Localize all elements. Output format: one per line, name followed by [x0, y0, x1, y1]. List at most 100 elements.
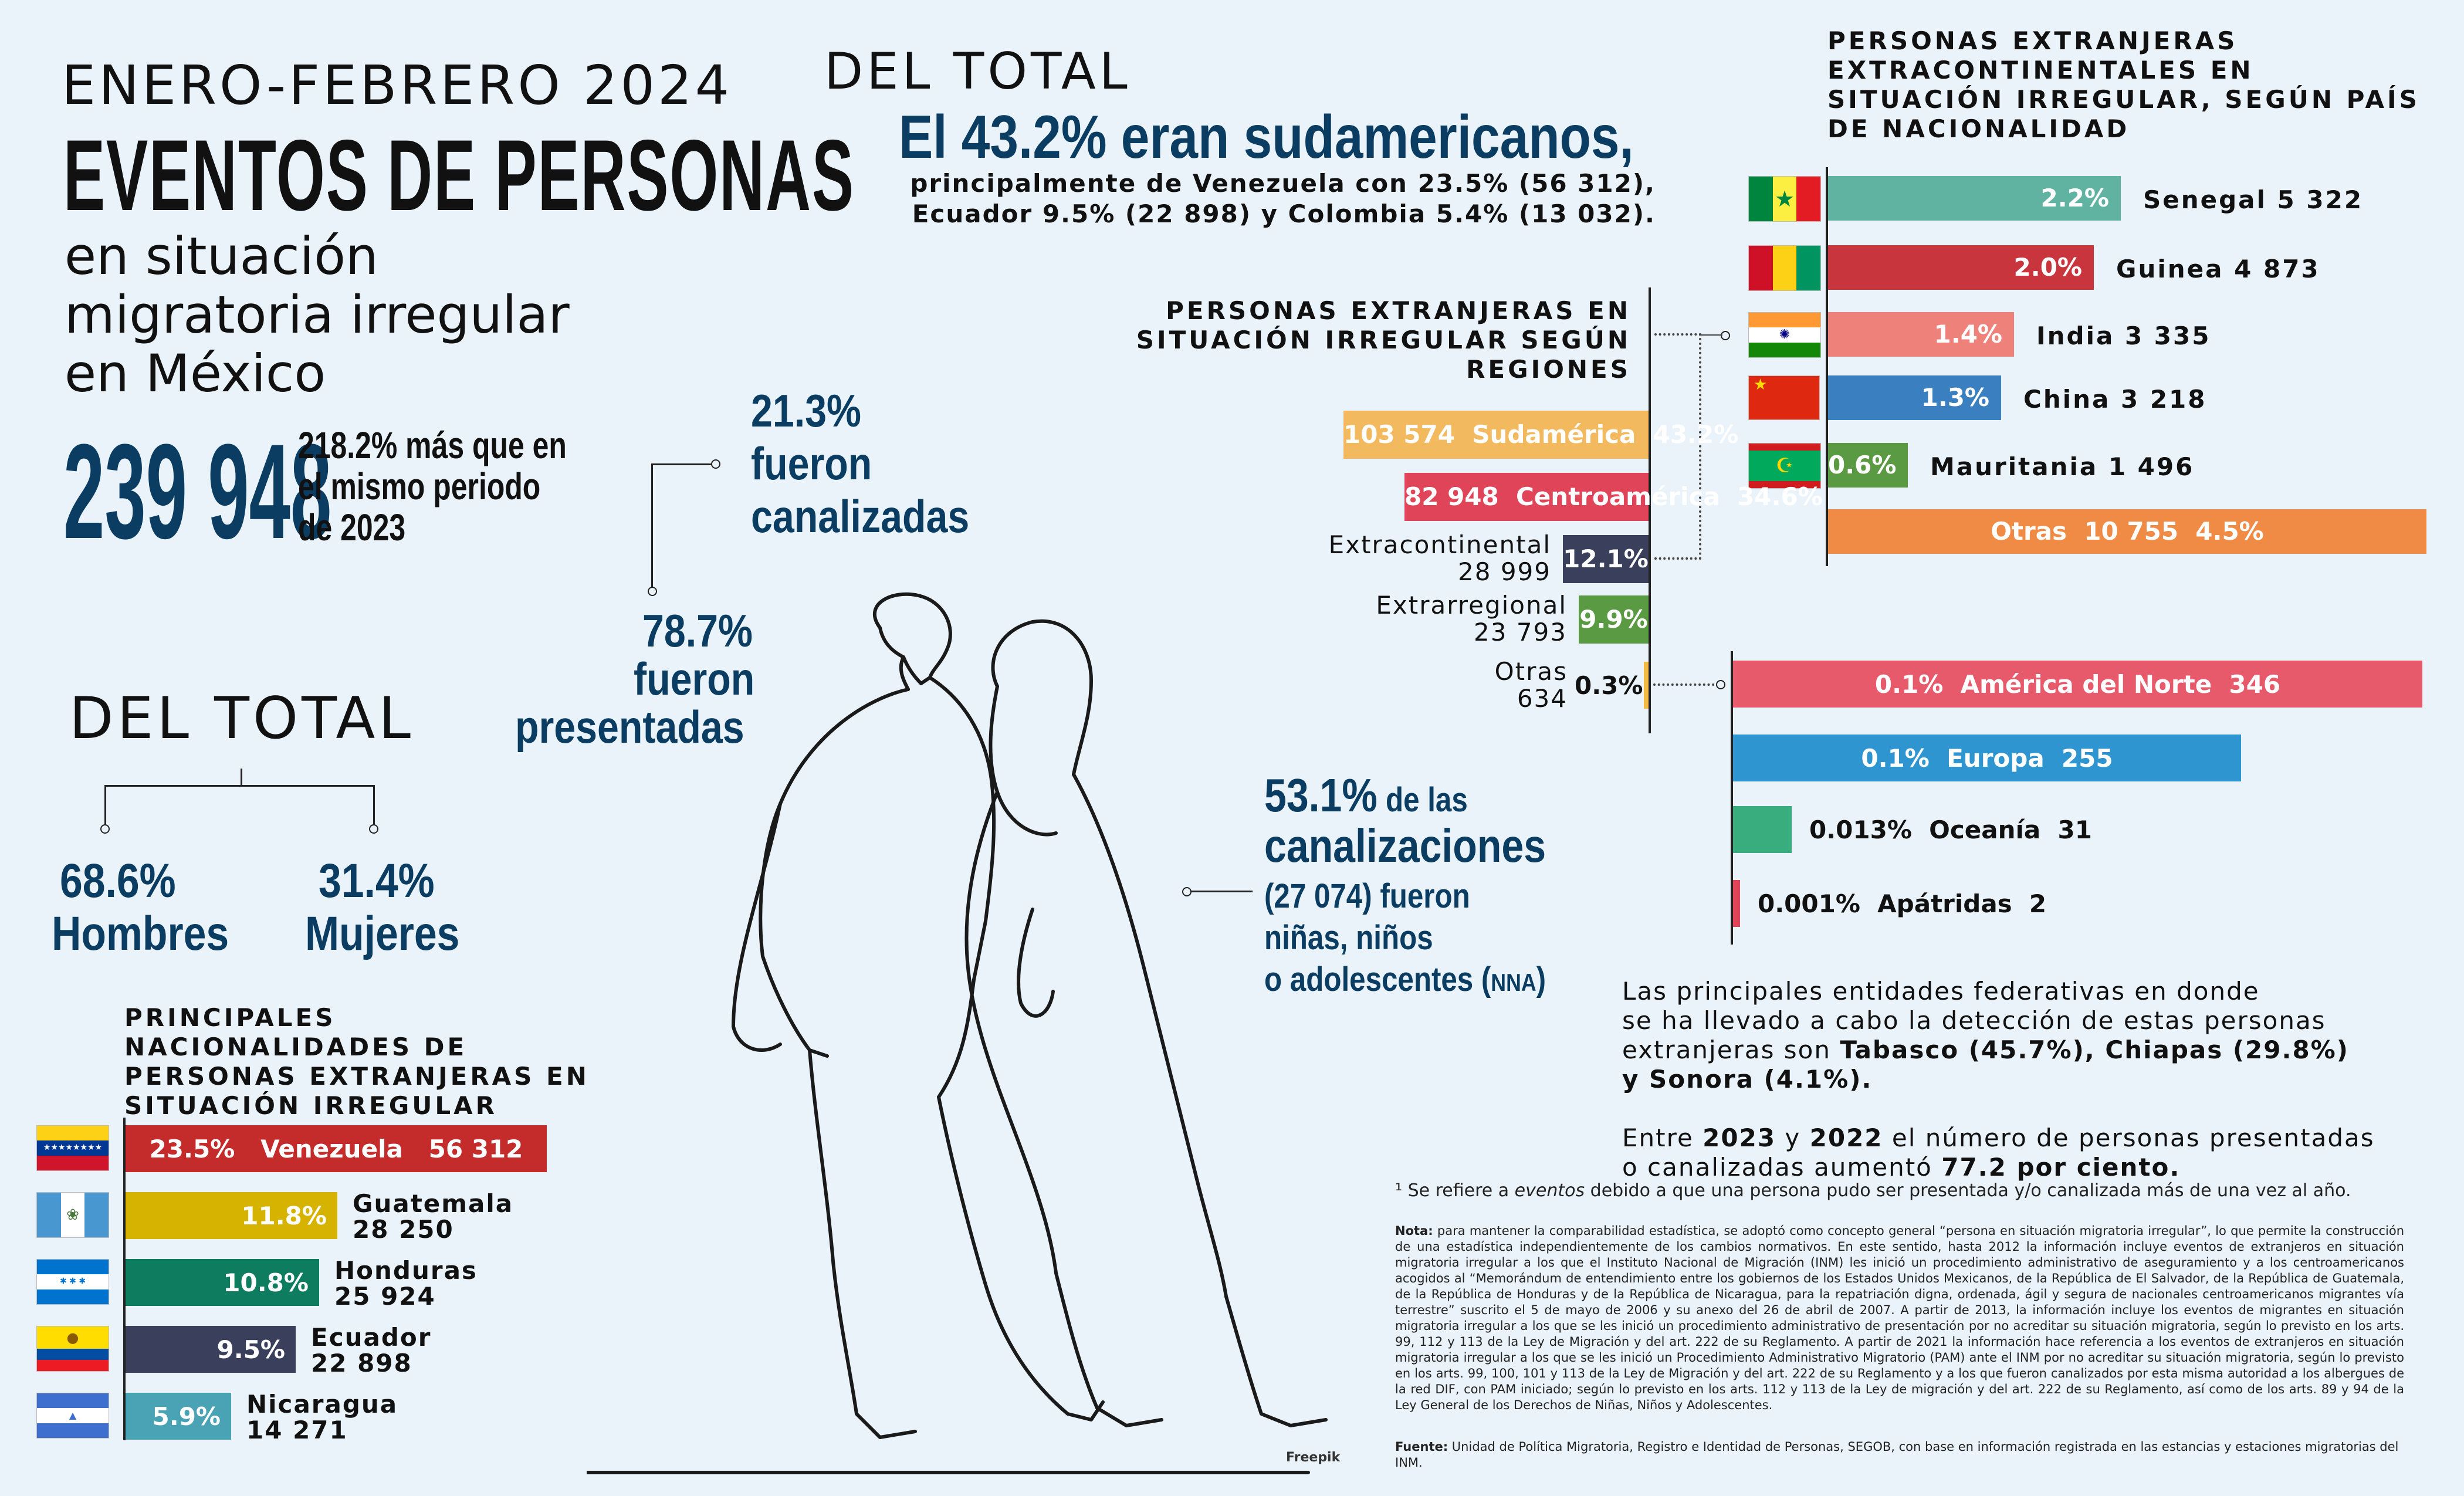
extracontinental-bar-otras	[1828, 509, 2426, 554]
nationality-value-honduras: 25 924	[334, 1282, 436, 1311]
connector-dot	[1721, 331, 1730, 340]
sex-branch-dot	[369, 824, 378, 834]
nationality-bar-venezuela	[126, 1125, 547, 1172]
region-value-otras: 634	[1517, 684, 1568, 713]
growth-pct: 77.2 por ciento.	[1941, 1153, 2181, 1182]
connector-dot	[1182, 887, 1192, 896]
nna-pct: 53.1%	[1264, 769, 1377, 821]
extracontinental-pct-china: 1.3%	[1921, 383, 1989, 412]
women-pct: 31.4%	[319, 854, 435, 908]
nota-label: Nota:	[1395, 1224, 1433, 1238]
presented-line-2: presentadas	[515, 701, 744, 753]
region-value-extrarregional: 23 793	[1474, 618, 1567, 647]
south-america-highlight: El 43.2% eran sudamericanos,	[899, 103, 1634, 171]
women-label: Mujeres	[305, 907, 460, 960]
regions-axis	[1649, 287, 1651, 733]
methodology-note: Nota: para mantener la comparabilidad es…	[1395, 1223, 2404, 1413]
nna-line-5a: o adolescentes (	[1264, 960, 1491, 999]
fuente-label: Fuente:	[1395, 1440, 1448, 1454]
nationality-name-ecuador: Ecuador	[311, 1323, 432, 1352]
extracontinental-bar-guinea	[1828, 245, 2094, 290]
nationality-bar-ecuador	[126, 1326, 296, 1373]
nationalities-chart-title: PRINCIPALES NACIONALIDADES DE PERSONAS E…	[124, 1003, 590, 1120]
extracontinental-name-guinea: Guinea 4 873	[2116, 255, 2320, 283]
entities-line-4: y Sonora (4.1%).	[1622, 1065, 2375, 1094]
footnote-em: eventos	[1514, 1180, 1585, 1201]
extracontinental-bar-mauritania	[1828, 443, 1908, 488]
presented-pct: 78.7%	[642, 605, 753, 656]
nationality-value-ecuador: 22 898	[311, 1349, 412, 1377]
extracontinental-pct-mauritania: 0.6%	[1828, 451, 1897, 479]
nota-text: para mantener la comparabilidad estadíst…	[1395, 1224, 2404, 1412]
nna-line-1: de las	[1385, 781, 1468, 819]
others-label-apatridas: 0.001% Apátridas 2	[1758, 889, 2047, 918]
connector-dot	[648, 587, 657, 596]
others-label-europa: 0.1% Europa 255	[1861, 744, 2113, 773]
connector-line	[651, 463, 653, 593]
honduras-flag: ✱ ✱ ✱	[36, 1259, 109, 1305]
growth-line-b: o canalizadas aumentó 77.2 por ciento.	[1622, 1153, 2375, 1182]
connector-dot	[711, 459, 720, 469]
extracontinental-pct-senegal: 2.2%	[2040, 184, 2109, 212]
extracontinental-name-china: China 3 218	[2023, 385, 2207, 414]
nationality-name-guatemala: Guatemala	[353, 1189, 514, 1218]
entities-states: Tabasco (45.7%), Chiapas (29.8%)	[1840, 1035, 2349, 1064]
growth-line-1: 218.2% más que en	[298, 424, 567, 466]
presented-line-1: fueron	[634, 653, 755, 705]
region-label-sudamerica: 103 574 Sudamérica 43.2%	[1343, 420, 1739, 449]
region-name-extracontinental: Extracontinental	[1328, 530, 1551, 559]
region-bar-centroamerica	[1404, 473, 1649, 521]
nicaragua-flag: ▲	[36, 1393, 109, 1439]
venezuela-flag: ★★★★★★★★	[36, 1125, 109, 1171]
regions-chart-title: PERSONAS EXTRANJERAS EN SITUACIÓN IRREGU…	[1136, 296, 1631, 384]
entities-line-2: se ha llevado a cabo la detección de est…	[1622, 1006, 2326, 1035]
nationality-value-nicaragua: 14 271	[246, 1416, 348, 1444]
guatemala-flag: ❀	[36, 1192, 109, 1238]
others-bar-america-del-norte	[1733, 661, 2422, 708]
region-pct-extracontinental: 12.1%	[1563, 544, 1649, 573]
footnote: ¹ Se refiere a eventos debido a que una …	[1395, 1180, 2351, 1201]
growth-line-3: de 2023	[298, 506, 406, 549]
growth-line-a5: el número de personas presentadas	[1883, 1123, 2375, 1152]
others-bar-oceania	[1733, 806, 1792, 853]
nationality-name-nicaragua: Nicaragua	[246, 1390, 398, 1419]
fuente-text: Unidad de Política Migratoria, Registro …	[1395, 1440, 2399, 1470]
image-credit: Freepik	[1286, 1450, 1341, 1465]
nna-line-3: (27 074) fueron	[1264, 877, 1470, 915]
extracontinental-pct-india: 1.4%	[1934, 320, 2002, 348]
growth-year-1: 2023	[1703, 1123, 1776, 1152]
south-america-detail-1: principalmente de Venezuela con 23.5% (5…	[910, 169, 1656, 198]
sex-branch-line	[104, 785, 374, 787]
region-name-otras: Otras	[1494, 657, 1568, 686]
nationality-pct-nicaragua: 5.9%	[152, 1402, 221, 1431]
main-title: EVENTOS DE PERSONAS	[63, 119, 855, 232]
nna-line-5c: )	[1536, 960, 1546, 999]
others-label-oceania: 0.013% Oceanía 31	[1809, 815, 2092, 844]
entities-paragraph: Las principales entidades federativas en…	[1622, 977, 2375, 1182]
nna-line-5: o adolescentes (NNA)	[1264, 960, 1613, 999]
region-label-centroamerica: 82 948 Centroamérica 34.6%	[1404, 482, 1823, 511]
nationality-pct-honduras: 10.8%	[223, 1268, 309, 1297]
growth-line-b1: o canalizadas aumentó	[1622, 1153, 1942, 1182]
growth-line-a: Entre 2023 y 2022 el número de personas …	[1622, 1123, 2375, 1153]
others-axis	[1731, 651, 1733, 945]
title-sub-2: migratoria irregular	[65, 285, 570, 345]
nationality-name-honduras: Honduras	[334, 1256, 478, 1285]
nationality-bar-honduras	[126, 1259, 319, 1306]
extracontinental-chart-title: PERSONAS EXTRANJERAS EXTRACONTINENTALES …	[1827, 26, 2420, 143]
region-bar-otras	[1644, 662, 1649, 709]
mauritania-flag: ☪	[1748, 443, 1821, 489]
nationalities-axis	[123, 1118, 126, 1440]
source-note: Fuente: Unidad de Política Migratoria, R…	[1395, 1439, 2404, 1471]
india-flag: ✺	[1748, 312, 1821, 358]
extracontinental-name-mauritania: Mauritania 1 496	[1930, 452, 2195, 481]
region-value-extracontinental: 28 999	[1458, 557, 1551, 586]
extracontinental-connector	[1654, 333, 1701, 560]
region-pct-otras: 0.3%	[1575, 671, 1643, 700]
title-sub-1: en situación	[65, 226, 378, 286]
nationality-bar-nicaragua	[126, 1393, 231, 1440]
growth-line-a3: y	[1776, 1123, 1810, 1152]
entities-line-3: extranjeras son Tabasco (45.7%), Chiapas…	[1622, 1035, 2375, 1065]
china-flag: ★	[1748, 375, 1820, 420]
men-label: Hombres	[52, 907, 229, 960]
